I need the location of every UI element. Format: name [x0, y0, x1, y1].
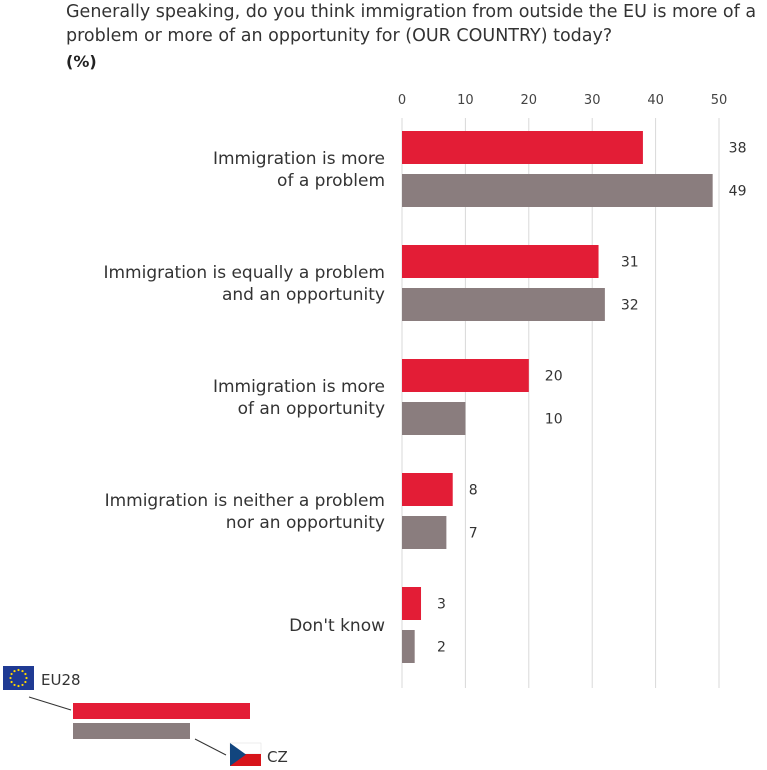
legend-leader-cz — [194, 738, 227, 756]
value-label-cz: 49 — [729, 184, 747, 200]
value-label-eu28: 38 — [729, 141, 747, 157]
x-tick-label: 50 — [711, 93, 728, 108]
value-label-cz: 7 — [469, 526, 478, 542]
bar-eu28 — [402, 131, 643, 164]
eu-flag-icon — [3, 666, 34, 690]
value-label-cz: 2 — [437, 640, 446, 656]
legend-swatch-cz — [73, 723, 190, 739]
eu-star — [21, 669, 24, 673]
czech-flag-icon — [229, 742, 262, 766]
legend: EU28 CZ — [3, 666, 288, 766]
legend-leader-eu28 — [28, 696, 72, 711]
category-label: of a problem — [277, 171, 385, 191]
x-tick-label: 30 — [584, 93, 601, 108]
category-label: Immigration is more — [213, 377, 385, 397]
bar-cz — [402, 402, 466, 435]
bar-cz — [402, 288, 605, 321]
bar-eu28 — [402, 245, 599, 278]
x-tick-label: 0 — [398, 93, 406, 108]
bar-cz — [402, 174, 713, 207]
eu-star — [13, 669, 16, 673]
legend-label-cz: CZ — [267, 748, 288, 766]
bars — [402, 131, 713, 663]
eu-star — [25, 676, 28, 680]
legend-swatch-eu28 — [73, 703, 250, 719]
bar-eu28 — [402, 587, 422, 620]
value-label-eu28: 31 — [621, 255, 639, 271]
category-label: Don't know — [289, 616, 385, 636]
bar-cz — [402, 516, 447, 549]
bar-eu28 — [402, 359, 529, 392]
eu-star — [21, 683, 24, 687]
value-label-eu28: 8 — [469, 483, 478, 499]
x-tick-label: 20 — [521, 93, 538, 108]
eu-star — [24, 680, 27, 684]
category-label: Immigration is neither a problem — [105, 491, 385, 511]
category-label: nor an opportunity — [226, 513, 385, 533]
value-label-cz: 32 — [621, 298, 639, 314]
eu-star — [10, 672, 13, 676]
x-tick-label: 40 — [647, 93, 664, 108]
legend-label-eu28: EU28 — [41, 671, 81, 689]
value-label-cz: 10 — [545, 412, 563, 428]
eu-star — [17, 684, 20, 688]
value-label-eu28: 20 — [545, 369, 563, 385]
category-label: of an opportunity — [238, 399, 385, 419]
value-label-eu28: 3 — [437, 597, 446, 613]
category-label: and an opportunity — [222, 285, 385, 305]
x-axis-ticks: 0 10 20 30 40 50 — [398, 93, 727, 108]
eu-star — [17, 668, 20, 672]
x-tick-label: 10 — [457, 93, 474, 108]
chart-question: Generally speaking, do you think immigra… — [66, 2, 757, 46]
category-label: Immigration is more — [213, 149, 385, 169]
category-label: Immigration is equally a problem — [103, 263, 385, 283]
eu-star — [13, 683, 16, 687]
eu-star — [9, 676, 12, 680]
eu-star — [24, 672, 27, 676]
bar-eu28 — [402, 473, 453, 506]
bar-cz — [402, 630, 415, 663]
unit-label: (%) — [66, 52, 97, 71]
eu-star — [10, 680, 13, 684]
